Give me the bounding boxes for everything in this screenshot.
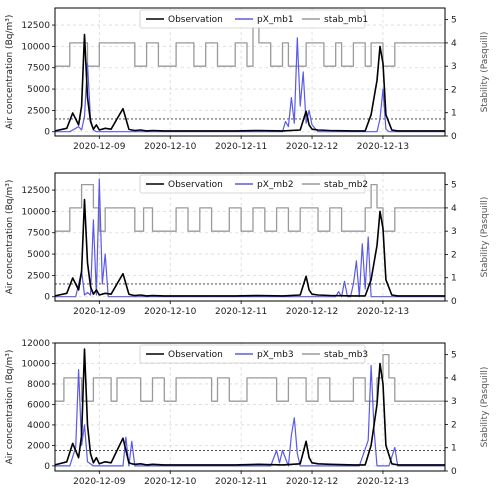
x-tick-label: 2020-12-09 xyxy=(73,307,126,317)
legend: Observation pX_mb3 stab_mb3 xyxy=(139,344,368,364)
y-right-tick-label: 5 xyxy=(451,16,457,26)
y-right-tick-label: 4 xyxy=(451,39,457,49)
y-axis-label: Air concentration (Bq/m³) xyxy=(5,15,15,130)
y-axis-label-right: Stability (Pasquill) xyxy=(480,197,490,278)
series-line-observation xyxy=(54,33,445,132)
x-tick-label: 2020-12-13 xyxy=(357,307,409,317)
y-tick-label: 4000 xyxy=(27,421,50,431)
y-right-tick-label: 1 xyxy=(451,444,457,454)
y-tick-label: 12500 xyxy=(21,186,50,196)
y-right-tick-label: 3 xyxy=(451,62,457,72)
legend-label: pX_mb2 xyxy=(257,180,294,190)
series-line-stab-mb2 xyxy=(55,183,445,232)
y-tick-label: 10000 xyxy=(21,207,50,217)
y-tick-label: 12500 xyxy=(21,21,50,31)
plot-frame xyxy=(54,7,446,137)
y-right-tick-label: 1 xyxy=(451,109,457,119)
legend-label: stab_mb1 xyxy=(324,15,368,25)
y-tick-label: 7500 xyxy=(27,229,50,239)
legend-label: stab_mb3 xyxy=(324,350,368,360)
y-tick-label: 0 xyxy=(44,462,50,472)
series-line-stab-mb3 xyxy=(55,353,445,402)
series-line-observation xyxy=(54,198,445,297)
y-right-tick-label: 2 xyxy=(451,250,457,260)
legend-label: pX_mb3 xyxy=(257,350,294,360)
x-tick-label: 2020-12-12 xyxy=(286,142,338,152)
y-tick-label: 8000 xyxy=(27,380,50,390)
series-line-px-mb2 xyxy=(55,178,445,298)
y-right-tick-label: 3 xyxy=(451,397,457,407)
x-tick-label: 2020-12-13 xyxy=(357,142,409,152)
x-tick-label: 2020-12-10 xyxy=(144,307,197,317)
y-tick-label: 2000 xyxy=(27,441,50,451)
y-tick-label: 2500 xyxy=(27,271,50,281)
x-tick-label: 2020-12-11 xyxy=(215,142,267,152)
x-tick-label: 2020-12-11 xyxy=(215,307,267,317)
y-tick-label: 5000 xyxy=(27,250,50,260)
x-tick-label: 2020-12-13 xyxy=(357,477,409,487)
y-tick-label: 0 xyxy=(44,293,50,303)
x-tick-label: 2020-12-12 xyxy=(286,477,338,487)
y-tick-label: 2500 xyxy=(27,106,50,116)
y-axis-label: Air concentration (Bq/m³) xyxy=(5,180,15,295)
y-right-tick-label: 0 xyxy=(451,132,457,142)
y-axis-label-right: Stability (Pasquill) xyxy=(480,32,490,113)
legend: Observation pX_mb2 stab_mb2 xyxy=(139,174,368,194)
chart-panel-1: 0 2500 5000 7500 10000 12500 0 1 2 3 4 5 2020-12-09 2… xyxy=(5,7,490,152)
legend-label: Observation xyxy=(168,350,223,360)
x-tick-label: 2020-12-12 xyxy=(286,307,338,317)
chart-panel-3: 0 2000 4000 6000 8000 10000 12000 0 1 2 3 4 5 2020-12… xyxy=(5,339,490,487)
legend-label: stab_mb2 xyxy=(324,180,368,190)
y-tick-label: 10000 xyxy=(21,42,50,52)
y-axis-label-right: Stability (Pasquill) xyxy=(480,367,490,448)
y-tick-label: 10000 xyxy=(21,359,50,369)
series-line-px-mb3 xyxy=(55,364,445,467)
series-line-observation xyxy=(54,348,445,466)
y-right-tick-label: 4 xyxy=(451,204,457,214)
y-right-tick-label: 5 xyxy=(451,351,457,361)
y-right-tick-label: 2 xyxy=(451,85,457,95)
x-tick-label: 2020-12-11 xyxy=(215,477,267,487)
y-right-tick-label: 0 xyxy=(451,297,457,307)
x-tick-label: 2020-12-10 xyxy=(144,477,197,487)
legend-label: Observation xyxy=(168,180,223,190)
legend-label: Observation xyxy=(168,15,223,25)
y-right-tick-label: 1 xyxy=(451,274,457,284)
x-tick-label: 2020-12-09 xyxy=(73,477,126,487)
series-line-px-mb1 xyxy=(55,37,445,133)
y-tick-label: 7500 xyxy=(27,64,50,74)
x-tick-label: 2020-12-09 xyxy=(73,142,126,152)
y-right-tick-label: 4 xyxy=(451,374,457,384)
y-right-tick-label: 2 xyxy=(451,420,457,430)
y-tick-label: 0 xyxy=(44,128,50,138)
legend: Observation pX_mb1 stab_mb1 xyxy=(139,9,368,29)
y-right-tick-label: 5 xyxy=(451,181,457,191)
chart-panel-2: 0 2500 5000 7500 10000 12500 0 1 2 3 4 5 2020-12-09 2… xyxy=(5,172,490,317)
y-tick-label: 12000 xyxy=(21,339,50,349)
y-right-tick-label: 0 xyxy=(451,467,457,477)
y-tick-label: 5000 xyxy=(27,85,50,95)
y-axis-label: Air concentration (Bq/m³) xyxy=(5,350,15,465)
plot-frame xyxy=(54,342,446,472)
plot-frame xyxy=(54,172,446,302)
y-tick-label: 6000 xyxy=(27,400,50,410)
legend-label: pX_mb1 xyxy=(257,15,294,25)
y-right-tick-label: 3 xyxy=(451,227,457,237)
x-tick-label: 2020-12-10 xyxy=(144,142,197,152)
